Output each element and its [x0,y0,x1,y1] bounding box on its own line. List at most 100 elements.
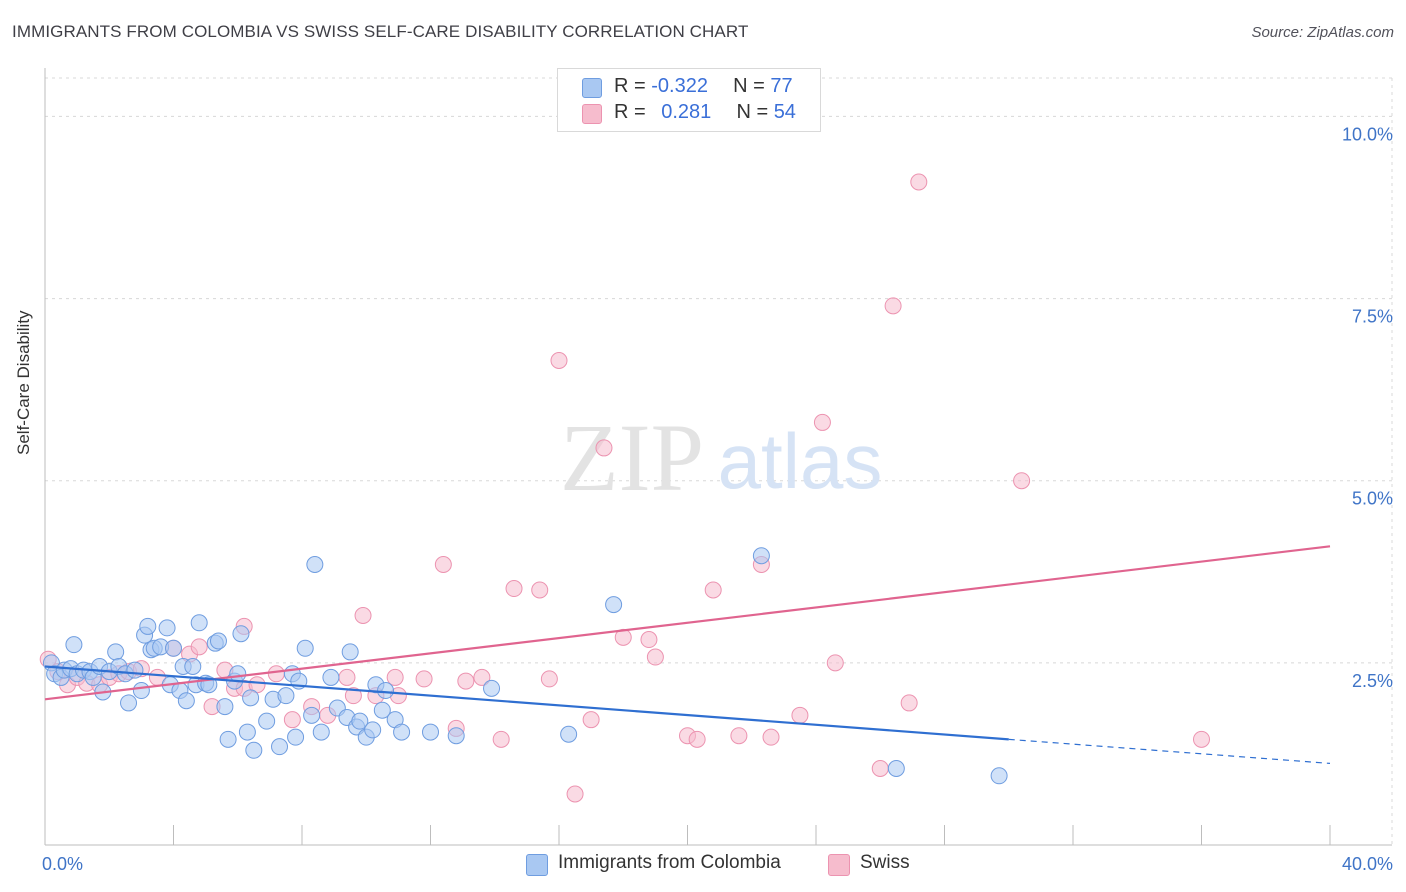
swiss-point [900,694,918,712]
colombia-point [165,639,182,657]
swiss-point [826,654,844,672]
colombia-point [422,723,439,741]
legend-n-label: N = [736,101,774,123]
legend-r-value: -0.322 [651,75,708,97]
series-name-swiss: Swiss [860,852,910,873]
colombia-point [287,728,305,746]
colombia-point [120,694,138,712]
colombia-point [238,723,256,741]
colombia-point [232,625,250,643]
swiss-point [595,439,613,457]
legend-swatch-colombia [582,78,602,98]
swiss-point [344,687,362,705]
legend-n-value: 54 [773,101,796,123]
watermark-atlas: atlas [718,417,883,505]
swiss-point [338,668,356,686]
colombia-point [303,706,321,724]
swiss-point [283,711,301,729]
swiss-point [566,785,584,803]
legend-n-value: 77 [770,75,793,97]
swiss-point [871,760,889,777]
y-axis-label: Self-Care Disability [14,310,33,455]
colombia-point [65,636,83,654]
legend-r-label: R = [614,75,652,97]
swiss-point [473,668,491,686]
axes [44,68,1392,846]
colombia-point [258,712,276,730]
colombia-point [242,689,260,707]
grid-lines [45,77,1393,845]
colombia-point [177,692,195,710]
swiss-point [640,631,658,649]
legend-n-label: N = [733,75,771,97]
colombia-trend-extension [1008,738,1331,764]
y-tick-label: 10.0% [1342,124,1393,144]
chart-title: IMMIGRANTS FROM COLOMBIA VS SWISS SELF-C… [12,22,749,41]
swiss-point [582,711,600,729]
swiss-point [646,648,664,666]
colombia-point [126,661,144,679]
colombia-point [341,643,359,661]
colombia-point [393,723,411,741]
y-tick-label: 7.5% [1352,307,1393,327]
swiss-point [791,706,809,724]
colombia-points [42,547,1008,785]
colombia-point [373,701,391,719]
colombia-point [107,643,125,661]
swiss-point [730,727,748,745]
colombia-point [277,687,295,705]
colombia-point [158,619,176,637]
swiss-point [190,638,208,656]
colombia-point [190,614,208,632]
colombia-point [447,727,465,745]
series-name-colombia: Immigrants from Colombia [558,852,781,873]
colombia-point [216,698,234,716]
tick-labels: 2.5% 5.0% 7.5% 10.0% 0.0% 40.0% [42,124,1393,874]
colombia-point [139,617,157,635]
legend-swatch-swiss [582,104,602,124]
x-tick-label-min: 0.0% [42,854,83,874]
swiss-point [813,413,831,431]
y-tick-label: 2.5% [1352,671,1393,691]
swiss-point [415,670,433,688]
correlation-legend: R = -0.322 N = 77 R = 0.281 N = 54 [557,68,821,132]
swiss-point [884,297,902,315]
swiss-point [457,672,475,690]
colombia-point [312,723,330,741]
swiss-point [492,730,510,748]
swiss-point [267,665,285,683]
colombia-point [209,632,227,650]
trend-lines [44,545,1331,764]
colombia-point [560,725,578,743]
colombia-point [364,721,382,739]
colombia-point [245,741,263,759]
colombia-trend-line [44,665,1009,741]
swiss-point [1193,730,1210,748]
swiss-point [550,352,568,369]
legend-r-label: R = [614,101,652,123]
colombia-point [306,556,324,573]
series-swatch-colombia [526,854,548,876]
swiss-point [540,670,558,688]
swiss-point [434,556,452,573]
swiss-point [386,668,404,686]
colombia-point [990,767,1008,785]
swiss-point [704,581,722,599]
swiss-point [505,580,523,598]
swiss-point [354,607,372,624]
x-tick-label-max: 40.0% [1342,854,1393,874]
source-label: Source: ZipAtlas.com [1251,24,1394,41]
colombia-point [377,682,395,700]
watermark-zip: ZIP [560,404,704,511]
swiss-point [762,728,780,746]
swiss-point [688,730,706,748]
colombia-point [296,639,314,657]
colombia-point [483,679,501,697]
colombia-point [887,760,905,777]
swiss-point [1013,472,1031,490]
colombia-point [351,712,369,730]
swiss-point [531,581,549,599]
series-swatch-swiss [828,854,850,876]
swiss-trend-line [44,545,1331,701]
